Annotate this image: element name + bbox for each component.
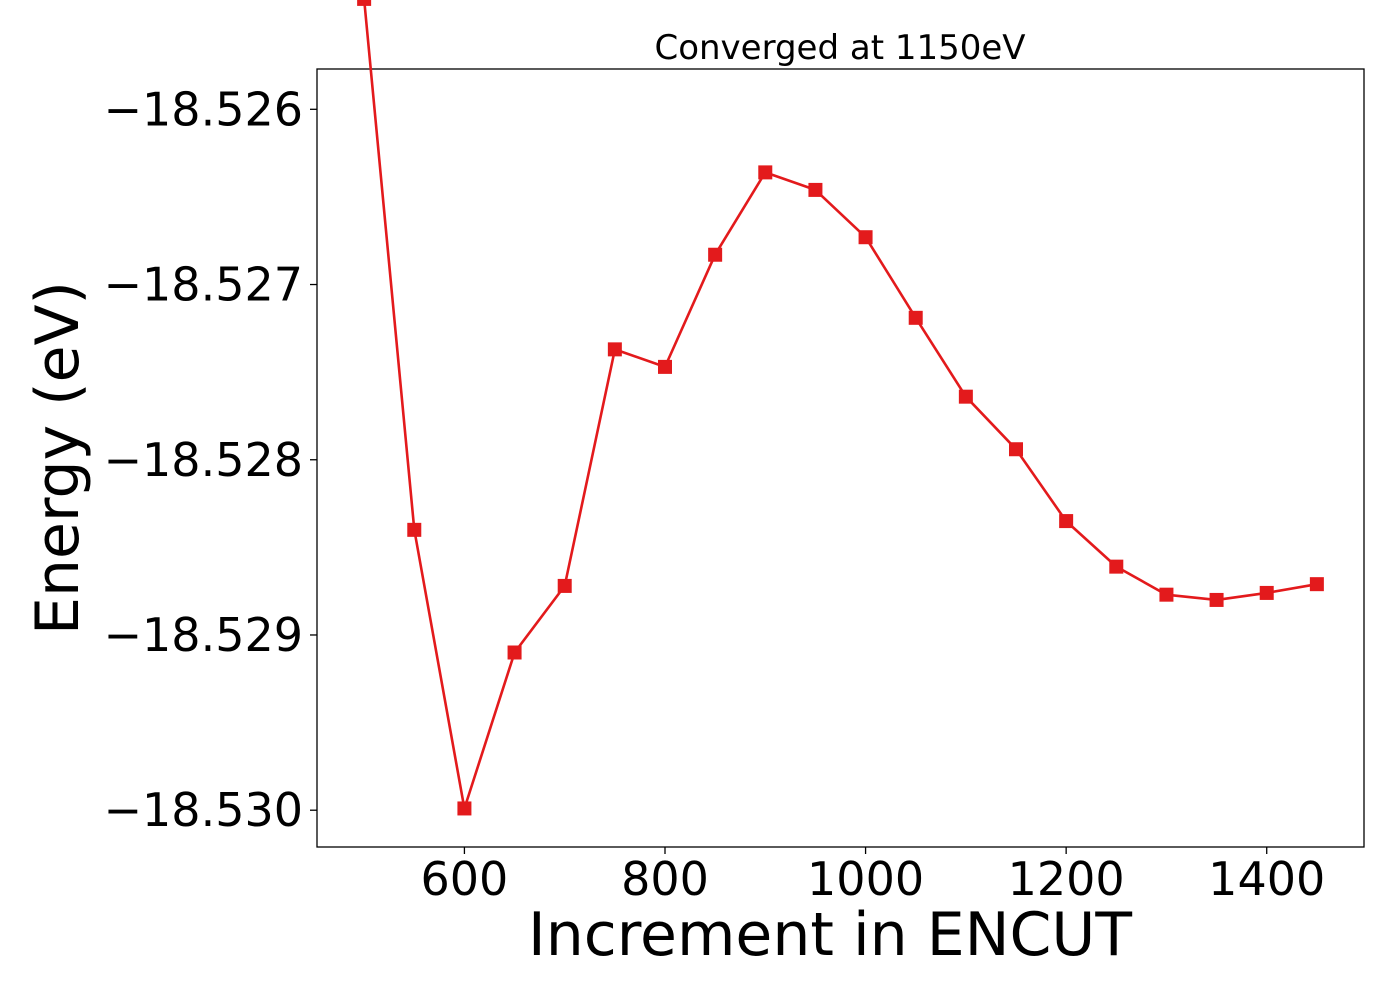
x-tick-label: 800 (621, 852, 709, 906)
chart-title: Converged at 1150eV (654, 28, 1025, 68)
data-point-marker (657, 359, 672, 374)
data-point-marker (1309, 577, 1324, 592)
series-line (362, 0, 1318, 810)
data-point-marker (858, 230, 873, 245)
data-point-marker (1059, 514, 1074, 529)
data-point-marker (908, 310, 923, 325)
data-point-marker (1259, 585, 1274, 600)
y-axis: −18.526 −18.527 −18.528 −18.529 −18.530 (104, 82, 317, 837)
series-layer (357, 0, 1324, 816)
data-point-marker (1009, 442, 1024, 457)
x-tick-label: 1400 (1208, 852, 1325, 906)
data-point-marker (1159, 587, 1174, 602)
y-tick-label: −18.528 (104, 433, 304, 487)
y-tick-label: −18.526 (104, 82, 304, 136)
y-tick-label: −18.529 (104, 608, 304, 662)
x-axis: 600 800 1000 1200 1400 (421, 847, 1325, 906)
data-point-marker (357, 0, 372, 6)
data-point-marker (557, 578, 572, 593)
data-point-marker (457, 801, 472, 816)
plot-area-frame (316, 68, 1365, 848)
data-point-marker (758, 165, 773, 180)
y-axis-title: Energy (eV) (23, 281, 93, 635)
x-tick-label: 1200 (1008, 852, 1125, 906)
y-tick-label: −18.527 (104, 258, 304, 312)
data-point-marker (1109, 559, 1124, 574)
data-point-marker (958, 389, 973, 404)
x-tick-label: 600 (421, 852, 509, 906)
data-point-marker (507, 645, 522, 660)
data-point-marker (708, 247, 723, 262)
data-point-marker (808, 182, 823, 197)
y-tick-label: −18.530 (104, 783, 304, 837)
x-axis-title: Increment in ENCUT (528, 900, 1132, 970)
x-tick-label: 1000 (807, 852, 924, 906)
data-point-marker (607, 342, 622, 357)
data-point-marker (407, 522, 422, 537)
data-point-marker (1209, 592, 1224, 607)
